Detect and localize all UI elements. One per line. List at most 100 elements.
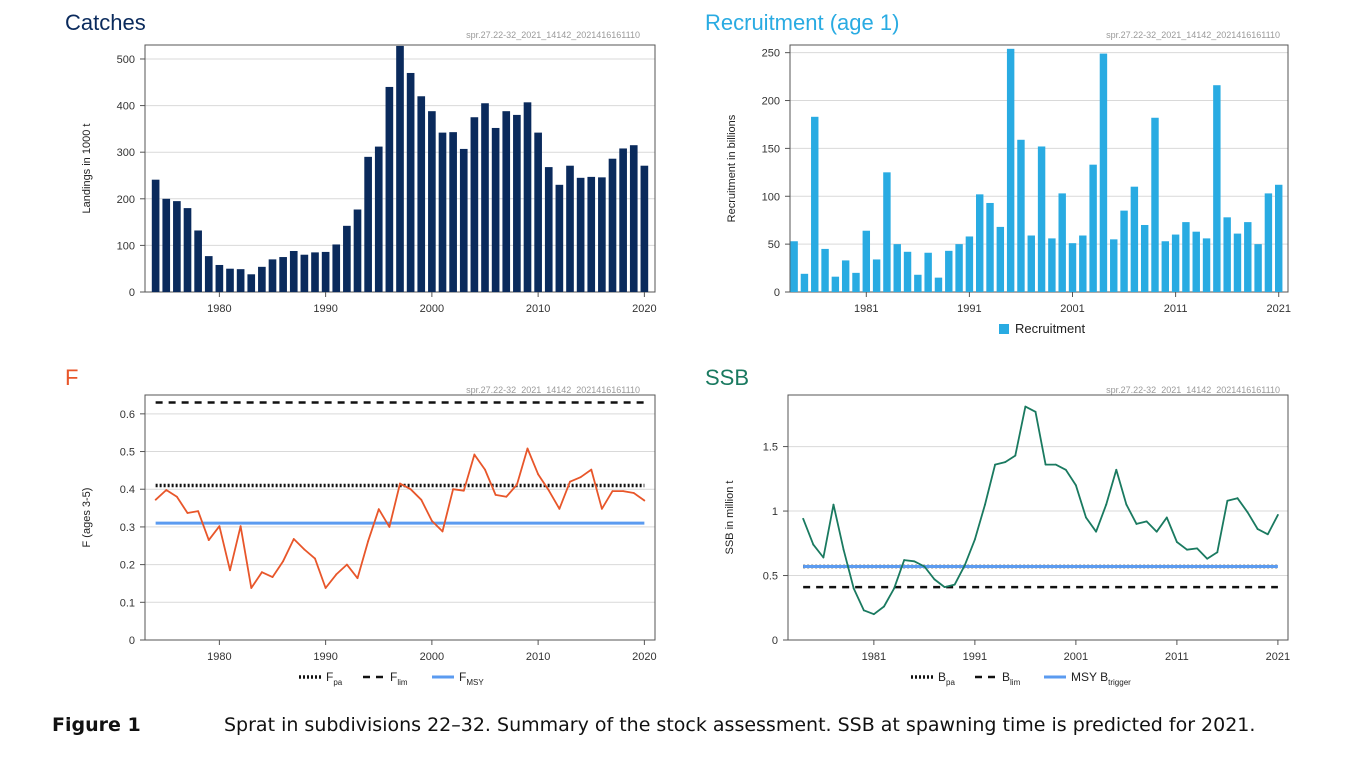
x-tick-label: 1981	[862, 651, 886, 663]
data-point	[1155, 530, 1158, 533]
bar	[385, 86, 394, 293]
bar	[534, 132, 542, 292]
data-point	[842, 548, 845, 551]
data-point	[430, 519, 433, 522]
bar	[629, 145, 638, 292]
bar	[965, 236, 974, 292]
bar	[258, 266, 266, 292]
bar	[811, 116, 819, 292]
data-point	[802, 517, 805, 520]
data-point	[1064, 468, 1067, 471]
legend-label-main: F	[326, 670, 333, 684]
data-point	[862, 609, 865, 612]
legend-label-subscript: trigger	[1108, 678, 1131, 687]
x-tick-label: 1990	[313, 651, 337, 663]
y-tick-label: 0	[129, 635, 135, 647]
legend-label: Flim	[390, 670, 408, 687]
x-tick-label: 2010	[526, 303, 550, 315]
legend-label-main: B	[938, 670, 946, 684]
bar	[406, 72, 415, 292]
legend-label-subscript: pa	[333, 678, 342, 687]
data-point	[1034, 410, 1037, 413]
data-point	[973, 538, 976, 541]
bar	[955, 244, 963, 292]
data-point	[515, 483, 518, 486]
legend-swatch	[999, 324, 1009, 334]
data-point	[1105, 503, 1108, 506]
data-point	[943, 586, 946, 589]
bar	[1017, 139, 1025, 292]
data-point	[292, 538, 295, 540]
bar	[640, 165, 649, 292]
data-point	[1196, 547, 1198, 550]
bar	[576, 177, 585, 292]
data-point	[186, 512, 189, 514]
data-point	[526, 447, 529, 450]
bar	[1120, 210, 1128, 292]
bar	[862, 230, 871, 292]
bar	[1182, 222, 1190, 292]
y-tick-label: 0	[772, 635, 778, 647]
y-tick-label: 0.5	[120, 447, 135, 459]
data-point	[1014, 454, 1017, 457]
x-tick-label: 2021	[1266, 651, 1290, 663]
bar	[502, 111, 511, 292]
bar	[300, 254, 309, 292]
ssb-chart: 0 0.5 1 1.5 1981 1991 2001 2011 2021 SSB in milli…	[724, 394, 1290, 687]
bar	[343, 225, 351, 292]
bar	[374, 146, 383, 292]
x-tick-label: 2021	[1266, 303, 1290, 315]
data-point	[505, 495, 508, 498]
data-point	[1074, 484, 1077, 487]
bar	[934, 277, 943, 292]
bar	[1254, 244, 1262, 292]
data-point	[933, 578, 936, 581]
x-tick-label: 1991	[963, 651, 987, 663]
bar	[821, 248, 829, 292]
bar	[173, 201, 181, 292]
data-point	[913, 560, 916, 563]
data-point	[1135, 523, 1138, 525]
bar	[183, 208, 192, 292]
bar	[872, 259, 881, 292]
legend-label-subscript: lim	[1010, 678, 1021, 687]
data-point	[872, 613, 875, 616]
bar	[566, 165, 574, 292]
bar	[204, 256, 213, 292]
bar	[945, 250, 953, 292]
data-point	[388, 526, 391, 528]
x-tick-label: 2001	[1060, 303, 1084, 315]
y-tick-label: 100	[762, 191, 780, 203]
bar	[587, 176, 596, 292]
data-point	[984, 503, 986, 506]
data-point	[484, 468, 486, 471]
data-point	[462, 489, 465, 492]
catches-run-code: spr.27.22-32_2021_14142_2021416161110	[466, 30, 640, 40]
data-point	[271, 576, 274, 578]
y-axis-label: Recruitment in billions	[726, 114, 738, 222]
y-axis-label: SSB in million t	[724, 481, 736, 555]
data-point	[239, 525, 242, 528]
bar	[1233, 233, 1242, 292]
bar	[800, 273, 809, 292]
bar	[417, 96, 426, 292]
x-tick-label: 1990	[313, 303, 337, 315]
data-point	[494, 493, 497, 496]
data-point	[1226, 499, 1229, 502]
bar	[619, 148, 627, 292]
data-point	[1186, 548, 1188, 551]
bar	[396, 45, 404, 293]
bar	[1275, 184, 1283, 292]
data-point	[1276, 514, 1279, 516]
legend-label: Blim	[1002, 670, 1021, 687]
series-line	[802, 405, 1279, 616]
data-point	[852, 587, 855, 590]
data-point	[1044, 463, 1047, 466]
bar	[1058, 193, 1066, 292]
data-point	[953, 583, 956, 586]
data-point	[229, 569, 231, 572]
bar	[1213, 85, 1221, 292]
bar	[279, 257, 287, 292]
data-point	[1165, 516, 1168, 519]
data-point	[1206, 557, 1209, 560]
